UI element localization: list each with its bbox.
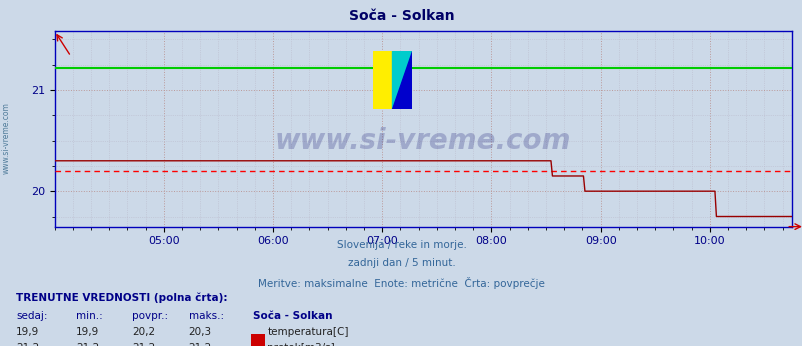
Text: www.si-vreme.com: www.si-vreme.com (2, 102, 11, 174)
Text: temperatura[C]: temperatura[C] (267, 327, 348, 337)
Text: maks.:: maks.: (188, 311, 224, 321)
Text: 21,2: 21,2 (132, 343, 156, 346)
Text: Meritve: maksimalne  Enote: metrične  Črta: povprečje: Meritve: maksimalne Enote: metrične Črta… (257, 277, 545, 289)
Text: 19,9: 19,9 (16, 327, 39, 337)
Text: 21,2: 21,2 (188, 343, 212, 346)
Text: www.si-vreme.com: www.si-vreme.com (274, 127, 571, 155)
Polygon shape (392, 51, 411, 109)
Text: 21,2: 21,2 (76, 343, 99, 346)
Text: zadnji dan / 5 minut.: zadnji dan / 5 minut. (347, 258, 455, 268)
Text: 20,2: 20,2 (132, 327, 156, 337)
Bar (373, 51, 392, 109)
Text: 19,9: 19,9 (76, 327, 99, 337)
Text: pretok[m3/s]: pretok[m3/s] (267, 343, 334, 346)
Text: 21,2: 21,2 (16, 343, 39, 346)
Text: TRENUTNE VREDNOSTI (polna črta):: TRENUTNE VREDNOSTI (polna črta): (16, 292, 227, 303)
Bar (392, 51, 411, 109)
Text: min.:: min.: (76, 311, 103, 321)
Text: Soča - Solkan: Soča - Solkan (253, 311, 332, 321)
Text: 20,3: 20,3 (188, 327, 212, 337)
Text: Slovenija / reke in morje.: Slovenija / reke in morje. (336, 240, 466, 251)
Text: povpr.:: povpr.: (132, 311, 168, 321)
Text: sedaj:: sedaj: (16, 311, 47, 321)
Text: Soča - Solkan: Soča - Solkan (348, 9, 454, 22)
